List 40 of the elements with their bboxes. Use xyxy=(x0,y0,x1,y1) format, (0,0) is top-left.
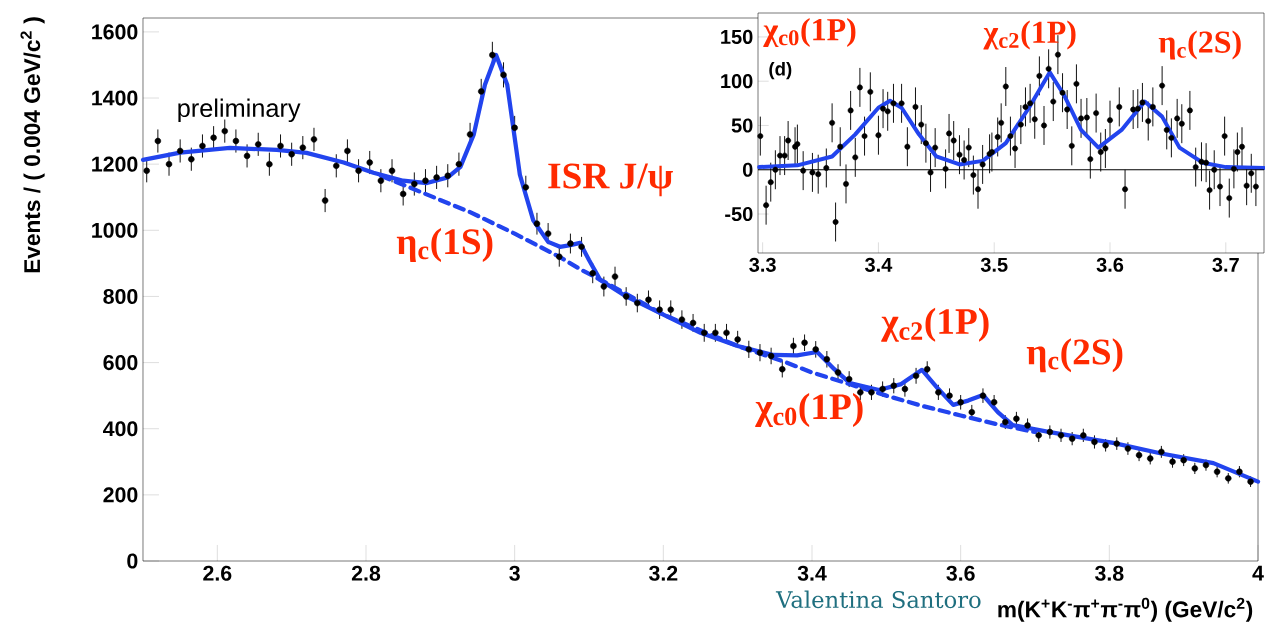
y-tick-label: 1600 xyxy=(92,24,138,40)
y-tick-label: 0 xyxy=(127,553,138,569)
annotation: ISR J/ψ xyxy=(548,163,673,197)
annotation: η$_{c}$(1S) xyxy=(396,228,493,262)
annotation: preliminary xyxy=(178,98,301,123)
x-tick-label: 3.6 xyxy=(946,565,975,581)
x-tick-label: 3.7 xyxy=(1212,257,1239,272)
y-axis-title: Events / ( 0.004 GeV/c$^{2}$ ) xyxy=(20,17,45,273)
annotation: χ$_{c2}$(1P) xyxy=(881,307,989,342)
annotation: χ$_{c0}$(1P) xyxy=(763,17,856,47)
y-tick-label: 150 xyxy=(721,29,753,44)
annotation: (d) xyxy=(769,61,792,80)
y-tick-label: -50 xyxy=(725,206,753,222)
x-tick-label: 2.6 xyxy=(203,565,232,581)
annotation: η$_{c}$(2S) xyxy=(1026,338,1123,373)
y-tick-label: 1200 xyxy=(92,156,138,172)
annotation: χ$_{c2}$(1P) xyxy=(983,20,1076,50)
text: Valentina Santoro xyxy=(775,590,981,609)
x-tick-label: 3.2 xyxy=(648,565,678,581)
y-tick-label: 600 xyxy=(103,355,138,371)
y-tick-label: 800 xyxy=(103,288,138,304)
y-tick-label: 200 xyxy=(103,487,138,503)
y-tick-label: 1400 xyxy=(92,90,138,106)
annotation: χ$_{c0}$(1P) xyxy=(755,393,863,427)
text: m(K$^{+}$K$^{-}$π$^{+}$π$^{-}$π$^{0}$) (GeV/c$^{2}$) xyxy=(998,597,1253,622)
x-tick-label: 2.8 xyxy=(351,565,381,581)
x-tick-label: 3.8 xyxy=(1094,565,1124,581)
annotation: η$_{c}$(2S) xyxy=(1158,30,1241,60)
x-tick-label: 3.4 xyxy=(864,257,893,272)
x-tick-label: 3.3 xyxy=(749,257,776,272)
x-tick-label: 4 xyxy=(1252,565,1264,581)
x-tick-label: 3.4 xyxy=(797,565,827,581)
y-tick-label: 1000 xyxy=(92,222,138,238)
x-tick-label: 3.5 xyxy=(980,257,1008,272)
y-tick-label: 50 xyxy=(731,118,753,133)
y-tick-label: 100 xyxy=(721,74,753,89)
x-tick-label: 3 xyxy=(509,565,520,581)
y-tick-label: 400 xyxy=(103,421,138,437)
y-tick-label: 0 xyxy=(742,162,753,177)
x-tick-label: 3.6 xyxy=(1096,257,1124,272)
